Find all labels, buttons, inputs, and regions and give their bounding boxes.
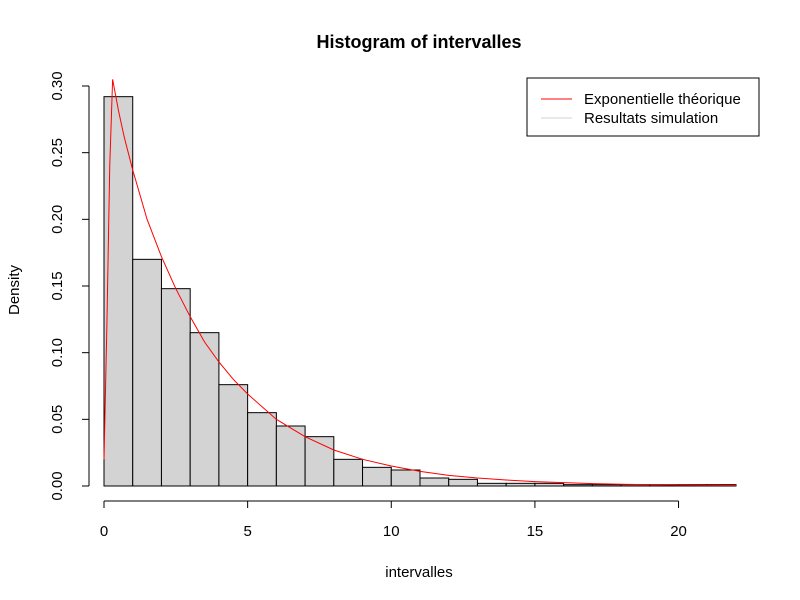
histogram-bar-8 xyxy=(333,458,364,487)
histogram-bar-17 xyxy=(591,484,622,487)
histogram-bar-10 xyxy=(390,469,421,487)
histogram-bar-1 xyxy=(132,258,162,487)
histogram-bar-15 xyxy=(534,482,565,487)
x-tick-label-0: 0 xyxy=(100,523,108,540)
x-tick-label-1: 5 xyxy=(243,523,251,540)
legend: Exponentielle théorique Resultats simula… xyxy=(526,77,760,137)
y-axis-title: Density xyxy=(6,264,23,315)
histogram-bar-16 xyxy=(563,484,593,487)
x-tick-label-2: 10 xyxy=(383,523,400,540)
histogram-bar-14 xyxy=(505,482,536,487)
histogram-bar-6 xyxy=(275,425,306,487)
y-tick-label-5: 0.25 xyxy=(49,138,66,167)
x-tick-label-4: 20 xyxy=(670,523,687,540)
density-curve-group xyxy=(103,79,737,486)
histogram-bar-4 xyxy=(218,384,249,487)
y-axis: 0.00 0.05 0.10 0.15 0.20 0.25 0.30 xyxy=(49,71,90,501)
histogram-bar-3 xyxy=(189,332,220,487)
histogram-bar-13 xyxy=(476,482,507,487)
histogram-bar-7 xyxy=(304,436,335,487)
x-axis-title: intervalles xyxy=(385,564,453,581)
y-tick-label-2: 0.10 xyxy=(49,338,66,367)
histogram-bar-11 xyxy=(419,477,450,487)
histogram-bar-9 xyxy=(362,466,392,487)
y-tick-label-3: 0.15 xyxy=(49,271,66,300)
histogram-bar-0 xyxy=(103,96,134,487)
histogram-bars xyxy=(103,96,737,487)
chart-title: Histogram of intervalles xyxy=(316,32,521,52)
legend-box xyxy=(526,77,760,137)
y-tick-label-1: 0.05 xyxy=(49,405,66,434)
y-tick-label-0: 0.00 xyxy=(49,471,66,500)
y-tick-label-6: 0.30 xyxy=(49,71,66,100)
y-tick-label-4: 0.20 xyxy=(49,205,66,234)
histogram-bar-2 xyxy=(160,288,191,487)
histogram-bar-5 xyxy=(247,412,277,487)
x-tick-label-3: 15 xyxy=(527,523,544,540)
histogram-bar-12 xyxy=(448,478,478,487)
theoretical-density-line xyxy=(103,79,737,486)
legend-label-simulation: Resultats simulation xyxy=(584,110,718,127)
x-axis: 0 5 10 15 20 xyxy=(100,500,687,540)
legend-label-theoretical: Exponentielle théorique xyxy=(584,91,741,108)
